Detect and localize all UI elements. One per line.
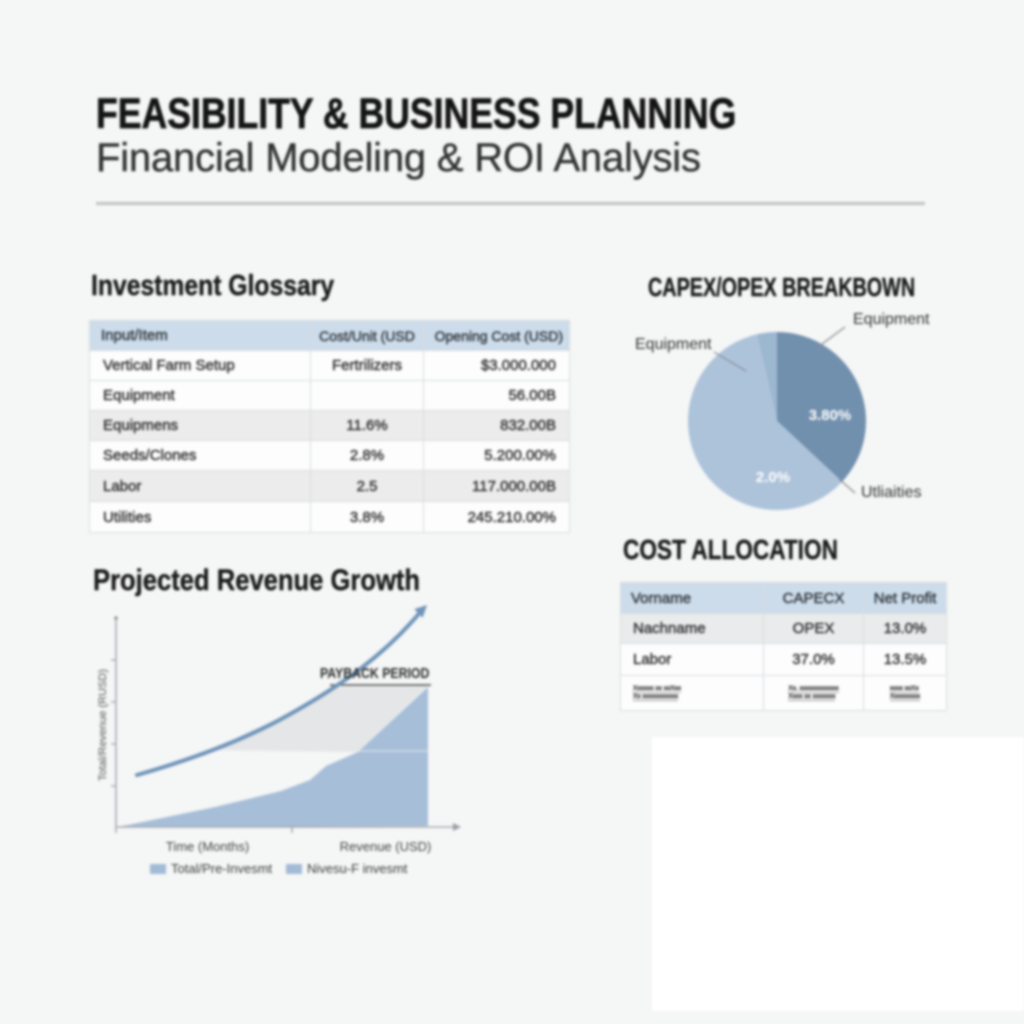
svg-text:2.0%: 2.0% bbox=[756, 469, 790, 486]
svg-text:3.80%: 3.80% bbox=[809, 407, 852, 424]
